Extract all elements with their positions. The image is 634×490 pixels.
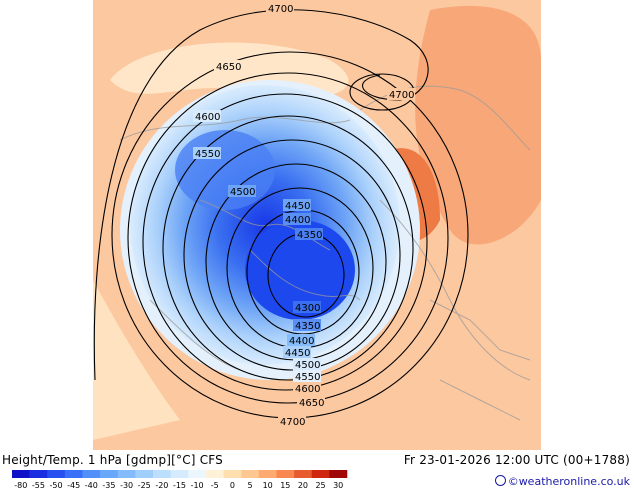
- colorbar-swatch: [329, 470, 348, 478]
- colorbar-tick-label: 30: [333, 481, 343, 490]
- colorbar-tick-label: 5: [247, 481, 252, 490]
- copyright-icon: [494, 475, 506, 486]
- colorbar-swatch: [294, 470, 313, 478]
- colorbar-tick-label: -25: [138, 481, 151, 490]
- colorbar-swatch: [311, 470, 330, 478]
- colorbar-swatch: [29, 470, 48, 478]
- label-4350-lower: 4350: [295, 321, 320, 332]
- colorbar-swatch: [12, 470, 30, 478]
- colorbar-swatch: [205, 470, 224, 478]
- credit-text: ©weatheronline.co.uk: [507, 475, 630, 488]
- label-4650: 4650: [216, 62, 241, 73]
- contour-4600: [142, 93, 428, 391]
- contour-4650: [127, 72, 449, 404]
- colorbar-tick-label: 20: [298, 481, 308, 490]
- credit[interactable]: ©weatheronline.co.uk: [494, 475, 630, 488]
- label-4600-lower: 4600: [295, 384, 320, 395]
- colorbar-tick-label: -5: [211, 481, 219, 490]
- contour-4500: [183, 139, 401, 371]
- colorbar-swatch: [100, 470, 119, 478]
- label-4500: 4500: [230, 187, 255, 198]
- map-canvas: 4700 4700 4650 4600 4550 4500 4450 4400 …: [0, 0, 634, 450]
- product-title: Height/Temp. 1 hPa [gdmp][°C] CFS: [2, 453, 223, 467]
- label-4650-lower: 4650: [299, 398, 324, 409]
- colorbar-swatch: [47, 470, 66, 478]
- colorbar-tick-label: -30: [120, 481, 133, 490]
- label-4450-lower: 4450: [285, 348, 310, 359]
- label-4400-lower: 4400: [289, 336, 314, 347]
- warm-patch-east: [415, 5, 541, 245]
- colorbar: -80 -55 -50 -45 -40 -35 -30 -25 -20 -15 -10 -5 0 5 10 1…: [12, 470, 348, 490]
- valid-time: Fr 23-01-2026 12:00 UTC (00+1788): [403, 453, 630, 467]
- colorbar-tick-label: -40: [85, 481, 98, 490]
- contour-labels: 4700 4700 4650 4600 4550 4500 4450 4400 …: [193, 2, 415, 428]
- colorbar-swatch: [153, 470, 171, 478]
- label-4550: 4550: [195, 149, 220, 160]
- colorbar-tick-label: 25: [315, 481, 325, 490]
- label-4550-lower: 4550: [295, 372, 320, 383]
- colorbar-tick-label: 10: [263, 481, 273, 490]
- contour-4550: [162, 115, 414, 381]
- colorbar-tick-label: -10: [191, 481, 204, 490]
- colorbar-swatch: [82, 470, 101, 478]
- label-4700-lower: 4700: [280, 417, 305, 428]
- colorbar-swatch: [64, 470, 83, 478]
- colorbar-tick-label: -50: [50, 481, 63, 490]
- colorbar-tick-label: 0: [230, 481, 235, 490]
- label-4400: 4400: [285, 215, 310, 226]
- cold-lobe: [175, 130, 275, 210]
- right-margin: [541, 0, 634, 450]
- label-4450: 4450: [285, 201, 310, 212]
- colorbar-tick-label: -80: [14, 481, 27, 490]
- colorbar-swatch: [117, 470, 136, 478]
- colorbar-swatch: [241, 470, 260, 478]
- colorbar-tick-label: -55: [32, 481, 45, 490]
- colorbar-swatch: [258, 470, 277, 478]
- colorbar-swatch: [276, 470, 295, 478]
- label-4600: 4600: [195, 112, 220, 123]
- weather-map: 4700 4700 4650 4600 4550 4500 4450 4400 …: [0, 0, 634, 450]
- colorbar-tick-label: -20: [155, 481, 168, 490]
- left-margin: [0, 0, 93, 450]
- colorbar-tick-label: -45: [67, 481, 80, 490]
- label-4700-top: 4700: [268, 4, 293, 15]
- label-4350: 4350: [297, 230, 322, 241]
- colorbar-swatch: [135, 470, 154, 478]
- label-4300: 4300: [295, 303, 320, 314]
- colorbar-swatch: [223, 470, 242, 478]
- colorbar-tick-label: -35: [102, 481, 115, 490]
- colorbar-tick-label: -15: [173, 481, 186, 490]
- colorbar-swatch: [188, 470, 207, 478]
- label-4700-cell: 4700: [389, 90, 414, 101]
- colorbar-swatch: [170, 470, 189, 478]
- label-4500-lower: 4500: [295, 360, 320, 371]
- light-patch-sw: [93, 280, 180, 440]
- colorbar-tick-label: 15: [280, 481, 290, 490]
